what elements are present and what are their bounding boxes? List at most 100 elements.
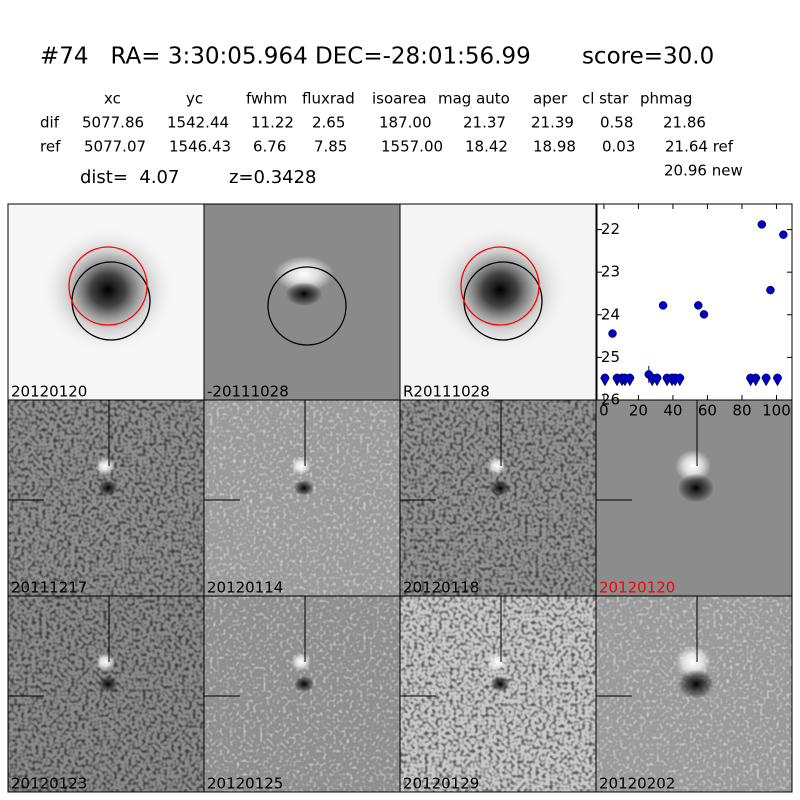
tile-label: 20120129 xyxy=(403,775,479,793)
row-label: dif xyxy=(40,114,60,132)
aperture-new xyxy=(68,246,148,326)
tile-noise xyxy=(204,596,400,792)
redshift: z=0.3428 xyxy=(229,167,317,188)
row-label: ref xyxy=(40,138,61,156)
column-header: fwhm xyxy=(246,90,287,108)
tile-label: R20111028 xyxy=(403,383,490,401)
cell: 6.76 xyxy=(253,138,286,156)
tile-label: 20120114 xyxy=(207,579,283,597)
x-tick-label: 40 xyxy=(663,402,682,420)
cell: 18.98 xyxy=(533,138,576,156)
x-tick-label: 20 xyxy=(629,402,648,420)
cell: 21.86 xyxy=(663,114,706,132)
residual-dark xyxy=(678,473,714,503)
y-tick-label: 24 xyxy=(601,305,620,323)
cell: 21.64 ref xyxy=(665,138,734,156)
tile-noise xyxy=(204,400,400,596)
cell: 21.39 xyxy=(531,114,574,132)
dist: dist= 4.07 xyxy=(80,167,179,188)
tile-noise xyxy=(400,596,596,792)
tile: 20120120 xyxy=(7,203,205,401)
tile: -20111028 xyxy=(203,203,401,401)
tile: 20120123 xyxy=(7,595,205,793)
column-header: aper xyxy=(533,90,568,108)
point xyxy=(766,285,775,295)
residual-dark xyxy=(490,676,510,692)
residual-dark xyxy=(490,480,510,496)
tile-label: 20120202 xyxy=(599,775,675,793)
residual-light xyxy=(95,653,115,671)
point xyxy=(773,373,782,383)
aperture-ref xyxy=(267,266,347,346)
residual-dark xyxy=(98,676,118,692)
plot-frame xyxy=(596,203,793,401)
aperture-new xyxy=(460,246,540,326)
tile-label: 20120120 xyxy=(599,579,675,597)
tile-label: 20120118 xyxy=(403,579,479,597)
cell: 7.85 xyxy=(314,138,347,156)
residual-light xyxy=(291,457,311,475)
x-tick-label: 80 xyxy=(732,402,751,420)
point xyxy=(751,373,761,383)
residual-light xyxy=(95,457,115,475)
column-header: mag auto xyxy=(438,90,510,108)
cell: 1542.44 xyxy=(167,114,229,132)
cell: 1546.43 xyxy=(169,138,231,156)
column-header: fluxrad xyxy=(302,90,355,108)
column-header: xc xyxy=(104,90,121,108)
x-tick-label: 60 xyxy=(698,402,717,420)
cell: 187.00 xyxy=(379,114,432,132)
residual-light xyxy=(274,256,334,292)
tile-noise xyxy=(400,400,596,596)
residual-light xyxy=(487,457,507,475)
residual-dark xyxy=(294,676,314,692)
residual-light xyxy=(291,653,311,671)
residual-dark xyxy=(294,480,314,496)
tile-noise xyxy=(8,400,204,596)
point xyxy=(675,373,685,383)
cell: 0.58 xyxy=(600,114,633,132)
point xyxy=(757,220,767,229)
tile: 20120120 xyxy=(595,399,793,597)
y-tick-label: 23 xyxy=(601,263,620,281)
residual-dark xyxy=(678,669,714,699)
residual-dark xyxy=(98,480,118,496)
point xyxy=(779,230,788,239)
tile-label: 20120123 xyxy=(11,775,87,793)
tile-label: 20120120 xyxy=(11,383,87,401)
cell: 21.37 xyxy=(463,114,506,132)
cell: 18.42 xyxy=(465,138,508,156)
column-header: cl star xyxy=(582,90,629,108)
tile-label: 20120125 xyxy=(207,775,283,793)
tiles: 20120120 -20111028 R20111028 20111217 201201… xyxy=(7,203,793,793)
point xyxy=(761,373,771,383)
tile-frame xyxy=(595,595,793,793)
source xyxy=(38,224,178,356)
tile: 20120129 xyxy=(399,595,597,793)
residual-dark xyxy=(286,282,322,306)
point xyxy=(652,373,662,383)
cell: 2.65 xyxy=(312,114,345,132)
tile: R20111028 xyxy=(399,203,597,401)
x-tick-label: 100 xyxy=(762,402,791,420)
cell: 5077.07 xyxy=(84,138,146,156)
tile-noise xyxy=(8,596,204,792)
column-header: yc xyxy=(186,90,203,108)
tile-label: -20111028 xyxy=(207,383,289,401)
cell: 1557.00 xyxy=(381,138,443,156)
cell: 11.22 xyxy=(251,114,294,132)
point xyxy=(694,301,703,310)
tile: 20120114 xyxy=(203,399,401,597)
cell: 5077.86 xyxy=(82,114,144,132)
tile: 20120125 xyxy=(203,595,401,793)
tile: 20111217 xyxy=(7,399,205,597)
residual-light xyxy=(675,449,711,483)
y-tick-label: 22 xyxy=(601,220,620,238)
y-tick-label: 25 xyxy=(601,348,620,366)
column-header: phmag xyxy=(640,90,692,108)
point xyxy=(625,373,635,383)
column-header: isoarea xyxy=(372,90,427,108)
point xyxy=(608,329,617,338)
